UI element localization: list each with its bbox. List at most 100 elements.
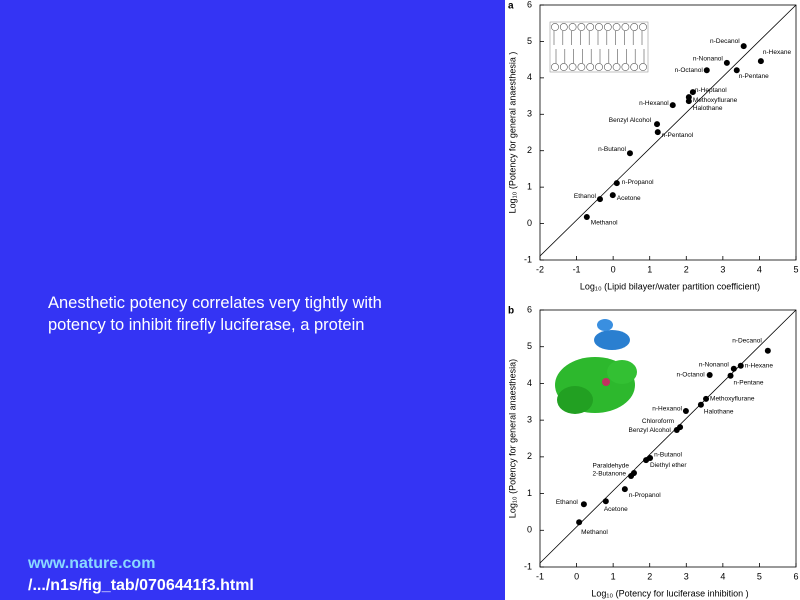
- point-label: Benzyl Alcohol: [628, 427, 671, 434]
- point-label: n-Propanol: [629, 492, 661, 499]
- x-axis-label: Log₁₀ (Potency for luciferase inhibition…: [591, 588, 748, 598]
- data-point: [673, 427, 680, 434]
- point-label: Methoxyflurane: [710, 396, 755, 403]
- lipid-head: [630, 23, 639, 31]
- y-tick-label: 6: [527, 304, 532, 314]
- x-tick-label: 4: [720, 571, 725, 581]
- data-point: [730, 365, 737, 372]
- x-tick-label: -1: [536, 571, 544, 581]
- y-axis-label: Log₁₀ (Potency for general anaesthesia ): [507, 52, 517, 214]
- fit-line: [539, 4, 797, 257]
- data-point: [628, 472, 635, 479]
- lipid-head: [586, 23, 595, 31]
- data-point: [576, 519, 583, 526]
- point-label: Methanol: [591, 220, 618, 227]
- x-tick-label: 0: [574, 571, 579, 581]
- lipid-head: [559, 23, 568, 31]
- data-point: [703, 67, 710, 74]
- point-label: Acetone: [604, 506, 628, 513]
- x-tick-label: 1: [647, 264, 652, 274]
- y-tick-label: 3: [527, 415, 532, 425]
- point-label: n-Butanol: [654, 452, 682, 459]
- protein-inset: [555, 319, 637, 414]
- data-point: [737, 362, 744, 369]
- y-tick-label: 6: [527, 0, 532, 9]
- y-tick-label: 1: [527, 182, 532, 192]
- point-label: n-Octanol: [677, 372, 706, 379]
- x-tick-label: 6: [793, 571, 798, 581]
- x-tick-label: 0: [611, 264, 616, 274]
- y-tick-label: 1: [527, 488, 532, 498]
- lipid-head: [621, 63, 630, 71]
- lipid-head: [577, 63, 586, 71]
- lipid-head: [639, 63, 647, 71]
- y-tick-label: 2: [527, 451, 532, 461]
- bilayer-inset: [549, 21, 649, 73]
- point-label: n-Octanol: [675, 67, 704, 74]
- x-axis-label: Log₁₀ (Lipid bilayer/water partition coe…: [580, 281, 760, 291]
- plot-frame: [539, 4, 797, 261]
- data-point: [609, 192, 616, 199]
- data-point: [757, 58, 764, 65]
- data-point: [682, 407, 689, 414]
- x-tick-label: 3: [720, 264, 725, 274]
- data-point: [723, 59, 730, 66]
- y-tick-label: 4: [527, 378, 532, 388]
- lipid-head: [612, 63, 621, 71]
- point-label: n-Hexane: [763, 49, 792, 56]
- y-tick-label: 2: [527, 145, 532, 155]
- lipid-head: [612, 23, 621, 31]
- point-label: n-Propanol: [622, 179, 654, 186]
- lipid-head: [603, 23, 612, 31]
- point-label: Halothane: [693, 105, 723, 112]
- point-label: n-Decanol: [732, 337, 762, 344]
- x-tick-label: 3: [684, 571, 689, 581]
- point-label: Ethanol: [574, 193, 597, 200]
- lipid-head: [559, 63, 568, 71]
- lipid-head: [630, 63, 639, 71]
- source-link: www.nature.com: [28, 555, 156, 572]
- lipid-head: [586, 63, 595, 71]
- point-label: Ethanol: [556, 499, 579, 506]
- point-label: n-Butanol: [598, 146, 626, 153]
- data-point: [654, 121, 661, 128]
- point-label: n-Heptanol: [695, 87, 727, 94]
- point-label: n-Hexanol: [639, 100, 669, 107]
- lipid-head: [568, 63, 577, 71]
- blue-panel: [0, 0, 505, 600]
- lipid-head: [621, 23, 630, 31]
- point-label: n-Nonanol: [693, 56, 724, 63]
- data-point: [689, 89, 696, 96]
- data-point: [669, 102, 676, 109]
- point-label: Diethyl ether: [650, 462, 687, 469]
- y-tick-label: -1: [524, 561, 532, 571]
- y-tick-label: 0: [527, 218, 532, 228]
- point-label: n-Hexane: [745, 363, 774, 370]
- lipid-head: [568, 23, 577, 31]
- point-label: Benzyl Alcohol: [609, 117, 652, 124]
- point-label: n-Pentanol: [662, 132, 694, 139]
- x-tick-label: 4: [757, 264, 762, 274]
- point-label: Acetone: [617, 195, 641, 202]
- panel-label: b: [508, 306, 514, 317]
- y-tick-label: 4: [527, 72, 532, 82]
- point-label: Paraldehyde: [592, 463, 629, 470]
- data-point: [654, 129, 661, 136]
- point-label: n-Hexanol: [652, 406, 682, 413]
- data-point: [602, 498, 609, 505]
- x-tick-label: -1: [573, 264, 581, 274]
- point-label: Methanol: [581, 529, 608, 536]
- y-tick-label: 5: [527, 36, 532, 46]
- data-point: [643, 457, 650, 464]
- data-point: [697, 401, 704, 408]
- x-tick-label: 1: [611, 571, 616, 581]
- bullet-text: Anesthetic potency correlates very tight…: [48, 294, 382, 334]
- data-point: [580, 501, 587, 508]
- point-label: n-Decanol: [710, 38, 740, 45]
- x-tick-label: -2: [536, 264, 544, 274]
- lipid-head: [639, 23, 647, 31]
- data-point: [733, 67, 740, 74]
- lipid-head: [595, 23, 603, 31]
- fit-line: [539, 309, 797, 564]
